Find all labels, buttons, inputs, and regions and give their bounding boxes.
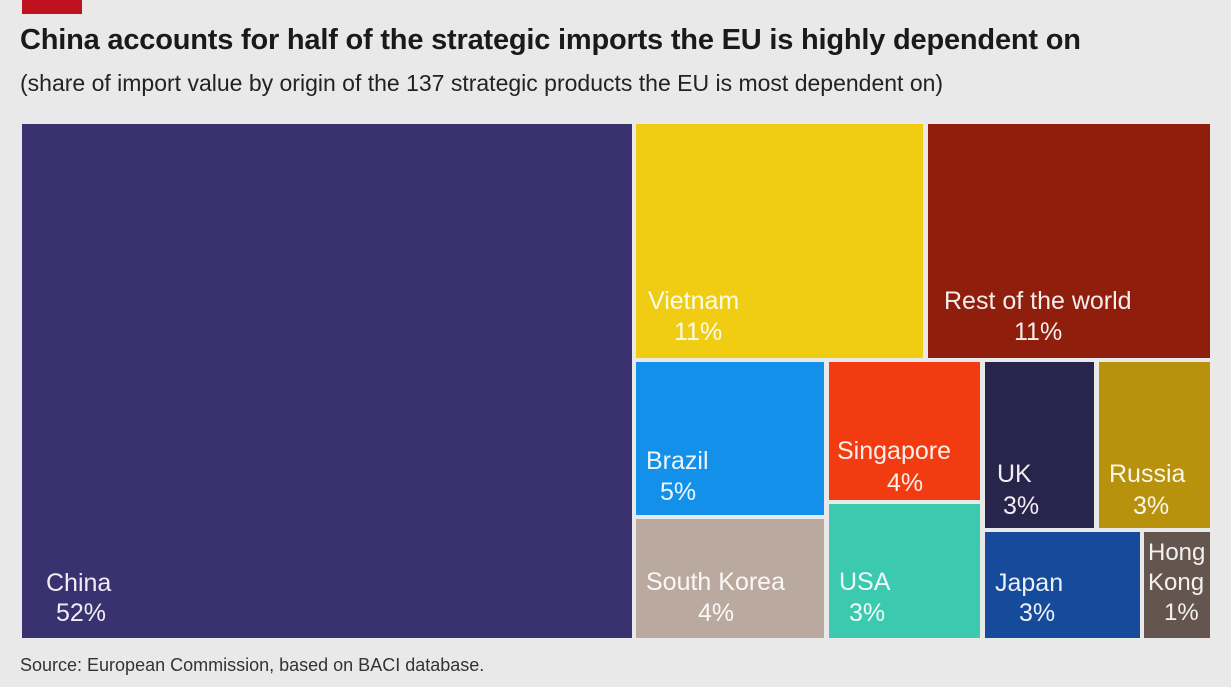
treemap-cell-brazil: Brazil 5% — [636, 362, 824, 515]
treemap-value-south-korea: 4% — [698, 599, 734, 627]
treemap-label-japan: Japan — [995, 569, 1063, 597]
treemap-rect-usa — [829, 504, 980, 638]
treemap-rect-vietnam — [636, 124, 923, 358]
treemap-value-rest-of-the-world: 11% — [1014, 318, 1062, 346]
treemap-value-russia: 3% — [1133, 492, 1169, 520]
treemap-label-vietnam: Vietnam — [648, 287, 739, 315]
treemap-rect-rest-of-the-world — [928, 124, 1210, 358]
treemap-rect-china — [22, 124, 632, 638]
treemap-rect-singapore — [829, 362, 980, 500]
treemap-value-vietnam: 11% — [674, 318, 722, 346]
treemap-rect-uk — [985, 362, 1094, 528]
treemap-label-singapore: Singapore — [837, 437, 951, 465]
treemap-label-rest-of-the-world: Rest of the world — [944, 287, 1132, 315]
treemap-value-china: 52% — [56, 599, 106, 627]
treemap-rect-russia — [1099, 362, 1210, 528]
treemap-value-usa: 3% — [849, 599, 885, 627]
treemap-label-china: China — [46, 569, 111, 597]
source-note: Source: European Commission, based on BA… — [20, 655, 485, 675]
treemap-value-singapore: 4% — [887, 469, 923, 497]
treemap-rect-hong-kong — [1144, 532, 1210, 638]
treemap-cell-south-korea: South Korea 4% — [636, 519, 824, 638]
treemap-label-usa: USA — [839, 568, 891, 596]
chart-subtitle: (share of import value by origin of the … — [20, 70, 944, 96]
treemap-value-brazil: 5% — [660, 478, 696, 506]
treemap-rect-brazil — [636, 362, 824, 515]
treemap-rect-south-korea — [636, 519, 824, 638]
treemap-value-hong-kong: 1% — [1164, 599, 1199, 626]
treemap-cell-usa: USA 3% — [829, 504, 980, 638]
chart-title: China accounts for half of the strategic… — [20, 24, 1081, 56]
treemap-cell-russia: Russia 3% — [1099, 362, 1210, 528]
treemap-cell-hong-kong: Hong Kong 1% — [1144, 532, 1210, 638]
treemap-label-south-korea: South Korea — [646, 568, 785, 596]
treemap-value-uk: 3% — [1003, 492, 1039, 520]
treemap-value-japan: 3% — [1019, 599, 1055, 627]
treemap-cell-vietnam: Vietnam 11% — [636, 124, 923, 358]
treemap-label-russia: Russia — [1109, 460, 1186, 488]
treemap-label-hong-kong-line1: Hong — [1148, 539, 1205, 566]
treemap-label-hong-kong-line2: Kong — [1148, 569, 1204, 596]
treemap-cell-uk: UK 3% — [985, 362, 1094, 528]
treemap-label-uk: UK — [997, 460, 1032, 488]
brand-accent-tab — [22, 0, 82, 14]
treemap-cell-rest-of-the-world: Rest of the world 11% — [928, 124, 1210, 358]
treemap-cell-singapore: Singapore 4% — [829, 362, 980, 500]
treemap-label-brazil: Brazil — [646, 447, 709, 475]
treemap-rect-japan — [985, 532, 1140, 638]
